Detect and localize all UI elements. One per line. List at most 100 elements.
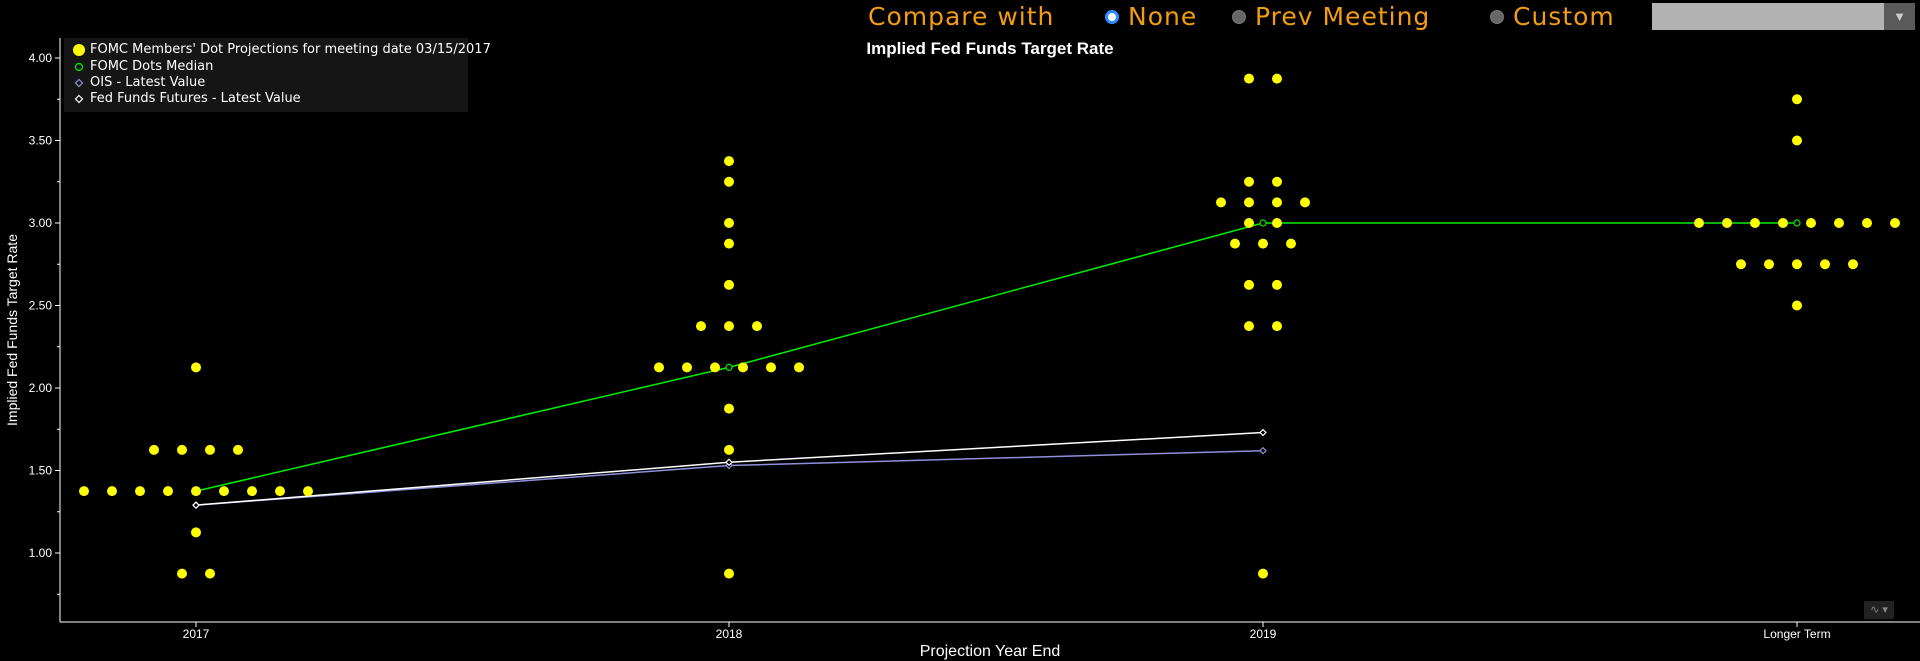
projection-dot (1792, 300, 1802, 311)
y-tick-label: 3.00 (29, 216, 53, 230)
projection-dot (1722, 218, 1732, 228)
median-marker (1259, 219, 1267, 227)
projection-dot (1764, 259, 1774, 270)
legend-label: FOMC Dots Median (90, 59, 214, 74)
radio-prev-meeting-label[interactable]: Prev Meeting (1255, 2, 1431, 31)
radio-custom[interactable] (1490, 10, 1504, 24)
legend-item-median: FOMC Dots Median (72, 59, 213, 75)
projection-dot (724, 176, 734, 187)
y-tick-label: 1.00 (29, 546, 53, 560)
chevron-down-icon[interactable]: ▼ (1884, 3, 1915, 30)
projection-dot (710, 362, 720, 373)
projection-dot (1272, 321, 1282, 332)
projection-dot (1834, 218, 1844, 228)
median-marker (1793, 219, 1801, 227)
projection-dot (1244, 218, 1254, 228)
projection-dot (1792, 259, 1802, 270)
projection-dot (79, 486, 89, 497)
chart-type-icon[interactable]: ∿ ▾ (1864, 601, 1894, 619)
custom-meeting-input[interactable] (1652, 3, 1884, 30)
x-tick-label: 2017 (183, 627, 210, 641)
projection-dot (1300, 197, 1310, 208)
projection-dot (724, 403, 734, 414)
projection-dot (724, 156, 734, 167)
projection-dot (724, 238, 734, 249)
projection-dot (1230, 238, 1240, 249)
x-tick-label: Longer Term (1763, 627, 1830, 641)
projection-dot (1244, 176, 1254, 187)
projection-dot (724, 568, 734, 579)
projection-dot (1286, 238, 1296, 249)
projection-dot (766, 362, 776, 373)
projection-dot (696, 321, 706, 332)
projection-dot (1216, 197, 1226, 208)
projection-dot (233, 444, 243, 455)
median-marker (725, 363, 733, 371)
radio-none-label[interactable]: None (1128, 2, 1198, 31)
x-axis-label: Projection Year End (920, 643, 1061, 660)
series-lines (192, 219, 1801, 509)
projection-dot (1258, 238, 1268, 249)
projection-dot (1736, 259, 1746, 270)
x-tick-label: 2018 (716, 627, 743, 641)
projection-dot (1792, 135, 1802, 146)
legend-item-futures: Fed Funds Futures - Latest Value (72, 91, 301, 107)
projection-dot (1792, 94, 1802, 105)
projection-dot (1272, 279, 1282, 290)
legend-label: Fed Funds Futures - Latest Value (90, 91, 301, 106)
projection-dot (205, 568, 215, 579)
projection-dot (1272, 73, 1282, 84)
legend-circle-icon (74, 62, 84, 71)
legend-diamond-icon (74, 94, 84, 103)
projection-dot (205, 444, 215, 455)
projection-dot (1806, 218, 1816, 228)
projection-dot (107, 486, 117, 497)
projection-dot (654, 362, 664, 373)
y-ticks: 1.00 1.50 2.00 2.50 3.00 3.50 4.00 (29, 51, 60, 595)
projection-dot (219, 486, 229, 497)
series-marker (1259, 428, 1267, 437)
projection-dot (752, 321, 762, 332)
y-tick-label: 4.00 (29, 51, 53, 65)
series-marker (1259, 446, 1267, 455)
projection-dot (1890, 218, 1900, 228)
projection-dot (149, 444, 159, 455)
projection-dot (1750, 218, 1760, 228)
x-tick-label: 2019 (1250, 627, 1277, 641)
legend-item-dots: FOMC Members' Dot Projections for meetin… (72, 42, 491, 58)
legend: FOMC Members' Dot Projections for meetin… (64, 38, 491, 112)
dot-projections (79, 73, 1900, 579)
projection-dot (177, 444, 187, 455)
projection-dot (794, 362, 804, 373)
y-axis-label: Implied Fed Funds Target Rate (4, 234, 20, 426)
projection-dot (724, 321, 734, 332)
compare-with-label: Compare with (868, 2, 1055, 31)
projection-dot (275, 486, 285, 497)
series-marker (725, 458, 733, 467)
radio-custom-label[interactable]: Custom (1513, 2, 1615, 31)
projection-dot (191, 527, 201, 538)
projection-dot (682, 362, 692, 373)
projection-dot (1244, 73, 1254, 84)
series-line (195, 449, 1264, 506)
legend-label: FOMC Members' Dot Projections for meetin… (90, 42, 491, 57)
projection-dot (191, 362, 201, 373)
projection-dot (1272, 197, 1282, 208)
compare-toolbar: Compare with None Prev Meeting Custom ▼ (0, 0, 1920, 36)
projection-dot (247, 486, 257, 497)
projection-dot (1258, 568, 1268, 579)
projection-dot (1244, 279, 1254, 290)
projection-dot (738, 362, 748, 373)
projection-dot (1862, 218, 1872, 228)
projection-dot (1820, 259, 1830, 270)
projection-dot (177, 568, 187, 579)
projection-dot (1244, 197, 1254, 208)
projection-dot (1272, 176, 1282, 187)
projection-dot (1848, 259, 1858, 270)
radio-none[interactable] (1105, 10, 1119, 24)
projection-dot (724, 444, 734, 455)
projection-dot (724, 218, 734, 228)
radio-prev-meeting[interactable] (1232, 10, 1246, 24)
projection-dot (303, 486, 313, 497)
